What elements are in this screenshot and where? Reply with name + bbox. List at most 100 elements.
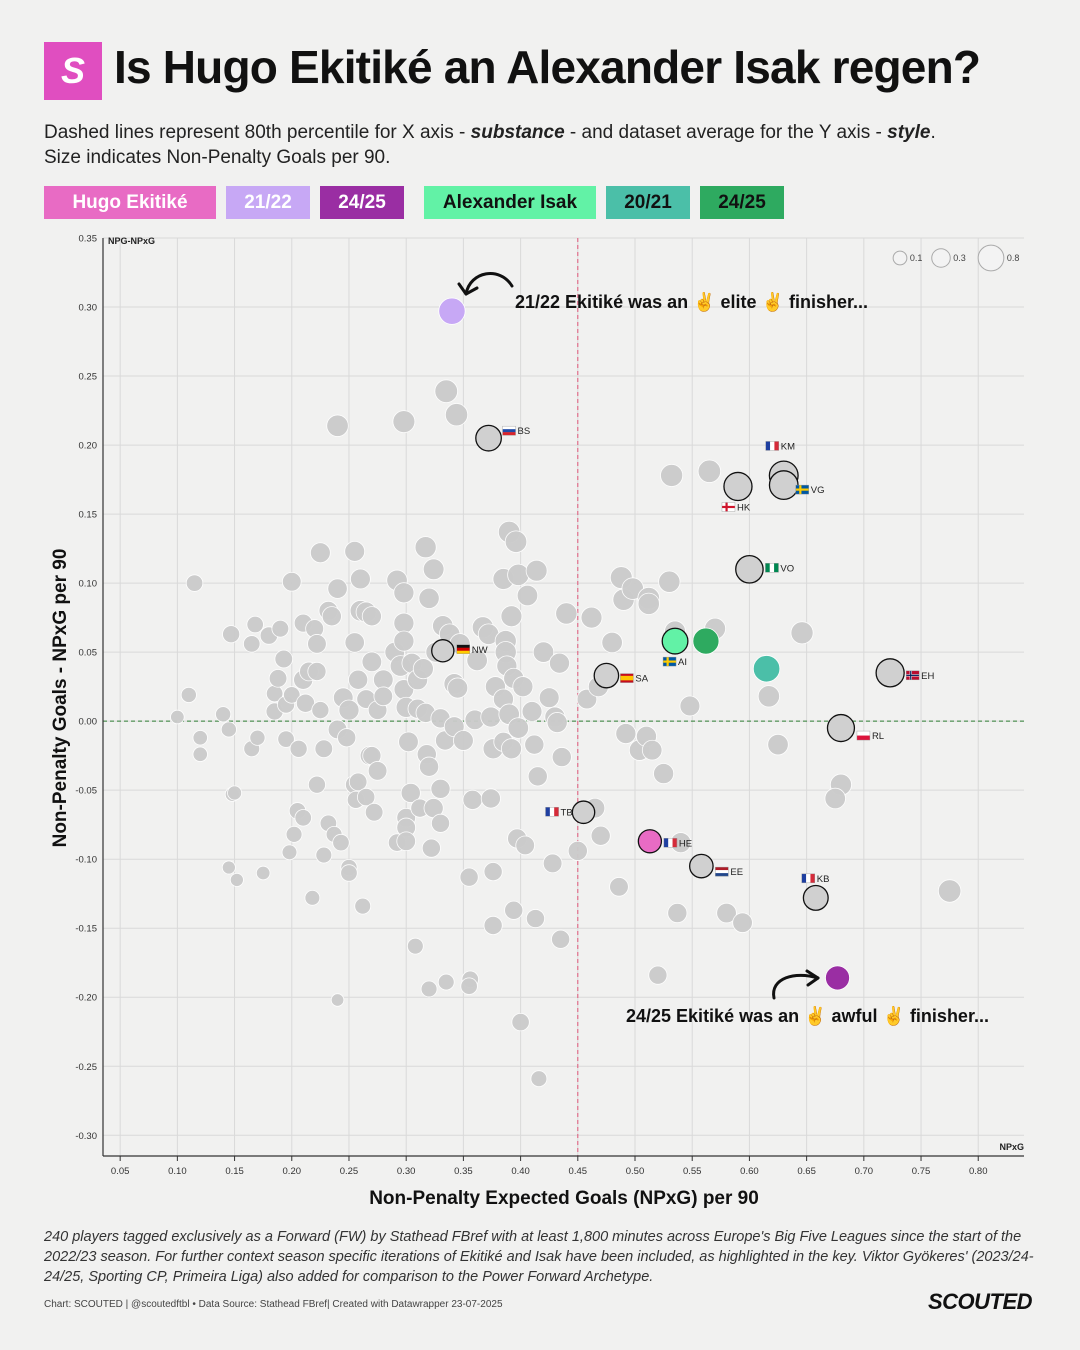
x-tick-label: 0.20 (283, 1166, 302, 1177)
chart-title: Is Hugo Ekitiké an Alexander Isak regen? (114, 41, 981, 93)
labeled-player-point (688, 853, 714, 879)
player-point (430, 813, 451, 833)
flag-border (801, 873, 815, 884)
player-point (243, 635, 261, 653)
subtitle-emphasis-style: style (887, 122, 931, 143)
player-point (304, 890, 321, 906)
player-point (511, 1012, 530, 1032)
player-point (434, 379, 458, 403)
player-point (422, 558, 445, 581)
player-point (321, 606, 342, 627)
y-tick-label: 0.00 (79, 717, 98, 728)
player-point (283, 686, 301, 704)
player-label-group: HE (663, 838, 692, 849)
player-label-group: RL (856, 730, 884, 742)
flag-border (662, 656, 677, 667)
flag-stripe (502, 429, 516, 433)
player-point (420, 980, 438, 998)
player-point (392, 410, 416, 433)
player-point (500, 605, 523, 628)
player-point (660, 463, 684, 487)
y-tick-label: -0.15 (75, 924, 97, 935)
player-label: NW (472, 645, 488, 656)
player-point (462, 789, 483, 810)
highlight-point (692, 627, 720, 655)
player-point (344, 632, 365, 653)
player-point (185, 574, 204, 592)
y-tick-label: 0.30 (79, 303, 98, 314)
flag-stripe (456, 650, 470, 654)
player-point (732, 912, 753, 933)
player-point (227, 785, 243, 801)
labeled-player-point (723, 471, 753, 502)
player-point (567, 840, 588, 861)
x-tick-label: 0.80 (969, 1166, 988, 1177)
player-point (480, 706, 502, 728)
player-point (357, 787, 376, 807)
flag-border (545, 807, 559, 817)
size-legend-label: 0.3 (953, 253, 966, 263)
player-point (414, 536, 437, 559)
player-label: RL (872, 731, 884, 742)
flag-cross (721, 505, 735, 509)
flag-stripe (549, 807, 555, 817)
player-point (516, 584, 539, 607)
player-point (271, 619, 290, 638)
player-label-group: KM (765, 441, 795, 452)
player-label: EH (921, 671, 934, 682)
player-point (641, 739, 663, 761)
player-point (332, 833, 350, 852)
player-point (285, 825, 303, 843)
flag-stripe (456, 644, 470, 648)
player-point (215, 706, 232, 723)
player-label: BS (518, 426, 531, 437)
player-point (937, 879, 962, 903)
brand-logo: S (44, 42, 102, 100)
player-point (507, 563, 530, 586)
flag-stripe (663, 838, 669, 848)
legend-ekitike-2425: 24/25 (320, 186, 404, 219)
y-tick-label: -0.20 (75, 993, 97, 1004)
labeled-player-point (826, 713, 856, 743)
player-point (348, 669, 369, 690)
annotations: 21/22 Ekitiké was an ✌ elite ✌ finisher.… (457, 272, 989, 1027)
labeled-player-point (768, 470, 799, 501)
player-point (824, 787, 846, 810)
flag-cross (663, 660, 677, 663)
legend-isak-2021: 20/21 (606, 186, 690, 219)
player-label-group: VG (795, 484, 825, 496)
y-corner-label: NPG-NPxG (108, 236, 155, 246)
player-point (314, 739, 334, 759)
subtitle-text-2: - and dataset average for the Y axis - (564, 122, 888, 143)
subtitle-size-note: Size indicates Non-Penalty Goals per 90. (44, 147, 391, 168)
player-point (220, 721, 237, 738)
player-point (716, 902, 737, 924)
player-point (361, 651, 383, 673)
player-point (229, 872, 244, 887)
player-point (530, 1070, 548, 1088)
brand-logo-letter: S (60, 50, 85, 91)
player-point (277, 730, 295, 748)
player-point (483, 862, 503, 882)
y-axis-title: Non-Penalty Goals - NPxG per 90 (50, 549, 71, 848)
flag-stripe (856, 735, 870, 741)
player-point (653, 763, 675, 785)
player-point (340, 864, 358, 882)
labeled-player-point (571, 800, 596, 825)
player-label-group: BS (502, 425, 531, 437)
player-point (551, 747, 572, 768)
annotation-awful: 24/25 Ekitiké was an ✌ awful ✌ finisher.… (626, 1005, 989, 1027)
labeled-player-point (431, 639, 455, 663)
annotation-arrow-awful (772, 973, 820, 1000)
x-tick-label: 0.45 (569, 1166, 588, 1177)
x-tick-label: 0.10 (168, 1166, 187, 1177)
player-label: VG (811, 485, 825, 496)
y-tick-label: 0.20 (79, 441, 98, 452)
player-point (459, 867, 479, 887)
player-point (527, 766, 548, 787)
player-point (289, 739, 308, 758)
player-point (361, 606, 382, 627)
highlight-point (661, 627, 689, 655)
flag-border (663, 838, 678, 848)
player-point (274, 649, 294, 669)
